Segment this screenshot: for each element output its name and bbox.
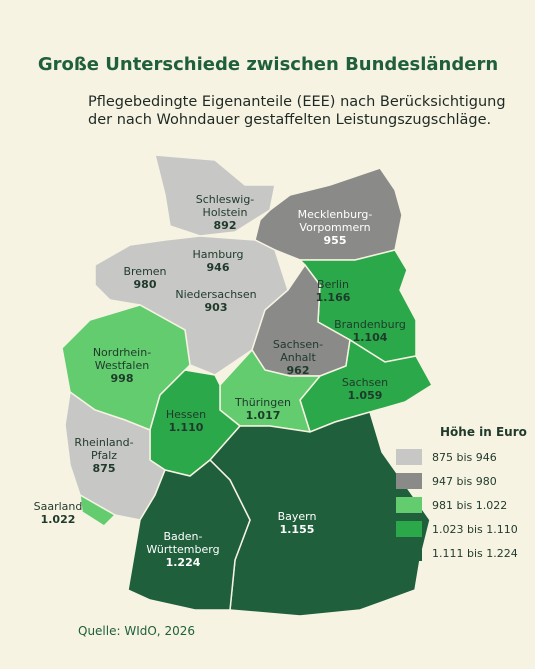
state-name: Mecklenburg-: [298, 208, 373, 221]
state-name: Pfalz: [91, 449, 117, 462]
state-value: 1.104: [353, 331, 388, 344]
state-value: 946: [207, 261, 230, 274]
state-name: Vorpommern: [299, 221, 370, 234]
state-value: 980: [134, 278, 157, 291]
state-shape: [79, 493, 117, 527]
state-name: Holstein: [203, 206, 248, 219]
legend: 875 bis 946 947 bis 980 981 bis 1.022 1.023…: [396, 449, 518, 561]
legend-swatch: [396, 473, 422, 489]
source: Quelle: WIdO, 2026: [78, 624, 195, 638]
state-value: 1.166: [316, 291, 351, 304]
state-name: Sachsen-: [273, 338, 323, 351]
title: Große Unterschiede zwischen Bundesländer…: [38, 54, 498, 75]
state-name: Rheinland-: [74, 436, 133, 449]
state-name: Nordrhein-: [93, 346, 151, 359]
state-shape: [127, 458, 251, 611]
legend-label: 875 bis 946: [432, 451, 497, 464]
legend-label: 947 bis 980: [432, 475, 497, 488]
state-name: Bremen: [123, 265, 166, 278]
state-value: 1.224: [166, 556, 201, 569]
state-value: 1.155: [280, 523, 315, 536]
state-value: 892: [214, 219, 237, 232]
state-name: Thüringen: [234, 396, 291, 409]
state-name: Saarland: [34, 500, 83, 513]
state-value: 1.059: [348, 389, 383, 402]
state-value: 1.022: [41, 513, 76, 526]
state-name: Niedersachsen: [175, 288, 256, 301]
state-name: Württemberg: [146, 543, 219, 556]
legend-swatch: [396, 545, 422, 561]
legend-label: 1.111 bis 1.224: [432, 547, 518, 560]
legend-label: 981 bis 1.022: [432, 499, 507, 512]
state-value: 903: [205, 301, 228, 314]
state-name: Bayern: [278, 510, 317, 523]
state-name: Berlin: [317, 278, 349, 291]
state-name: Westfalen: [95, 359, 149, 372]
state-value: 875: [93, 462, 116, 475]
state-name: Sachsen: [342, 376, 388, 389]
state-value: 998: [111, 372, 134, 385]
state-value: 1.017: [246, 409, 281, 422]
legend-swatch: [396, 497, 422, 513]
state-name: Hamburg: [193, 248, 244, 261]
state-name: Schleswig-: [196, 193, 255, 206]
legend-swatch: [396, 449, 422, 465]
legend-label: 1.023 bis 1.110: [432, 523, 518, 536]
subtitle: Pflegebedingte Eigenanteile (EEE) nach B…: [88, 94, 506, 110]
state-value: 962: [287, 364, 310, 377]
state-value: 1.110: [169, 421, 204, 434]
state-name: Brandenburg: [334, 318, 406, 331]
states: [61, 154, 433, 617]
state-name: Hessen: [166, 408, 206, 421]
state-value: 955: [324, 234, 347, 247]
legend-title: Höhe in Euro: [440, 425, 527, 439]
subtitle: der nach Wohndauer gestaffelten Leistung…: [88, 112, 491, 128]
state-shape: [154, 154, 276, 237]
legend-swatch: [396, 521, 422, 537]
state-name: Baden-: [164, 530, 203, 543]
state-name: Anhalt: [280, 351, 316, 364]
